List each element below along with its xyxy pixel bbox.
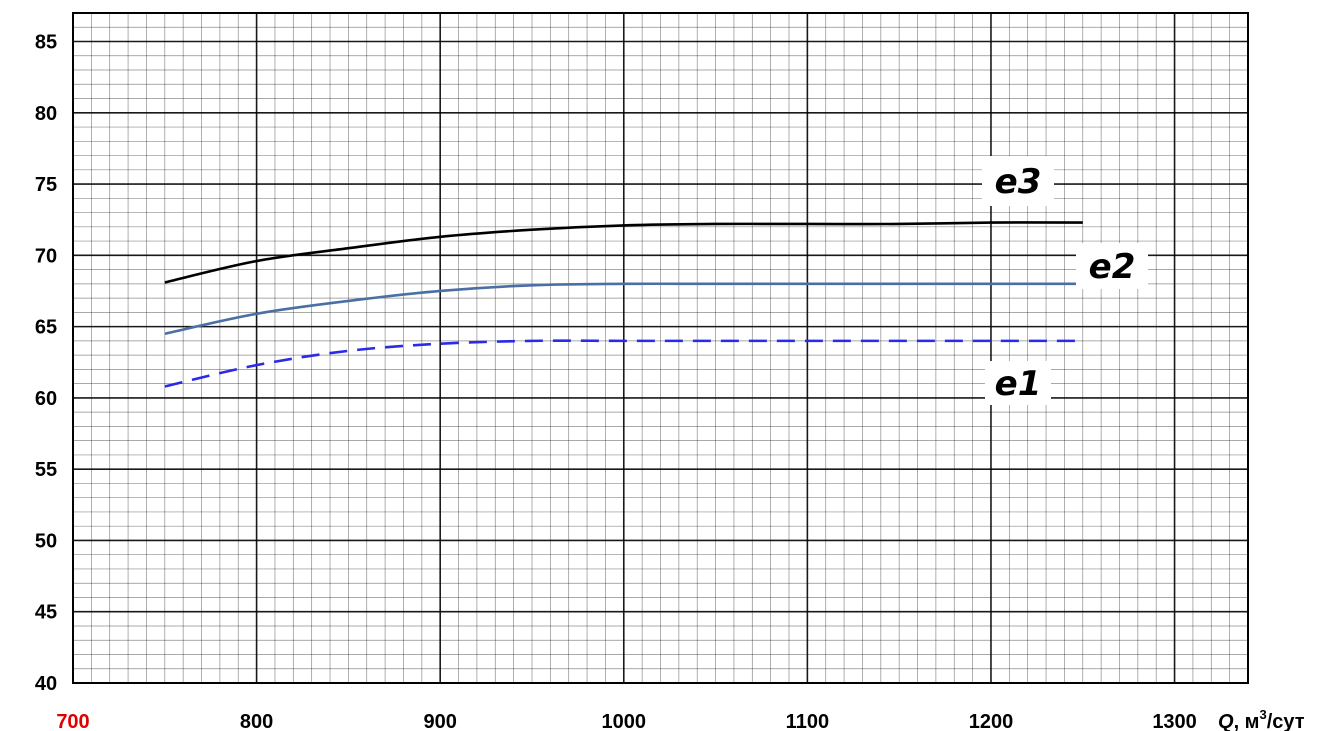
x-tick-label: 1300	[1152, 711, 1197, 731]
series-labels: e3 e2 e1	[982, 156, 1148, 405]
x-tick-label: 1100	[786, 711, 829, 731]
x-axis-symbol: Q	[1218, 711, 1234, 731]
y-tick-label: 75	[35, 174, 57, 196]
series-label-e3: e3	[995, 162, 1042, 202]
y-tick-label: 60	[35, 388, 57, 410]
x-tick-label: 1200	[969, 711, 1014, 731]
y-tick-label: 50	[35, 530, 57, 552]
chart-series-group	[164, 221, 1083, 388]
y-axis-tick-labels: 40 45 50 55 60 65 70 75 80 85	[35, 32, 57, 695]
series-label-e2: e2	[1089, 247, 1136, 287]
x-tick-label: 800	[240, 711, 273, 731]
plot-frame	[72, 12, 1249, 684]
x-axis-tick-labels: 700 800 900 1000 1100 1200 1300	[56, 711, 1197, 731]
series-line-e2	[164, 282, 1083, 336]
y-tick-label: 85	[35, 32, 57, 54]
x-axis-unit-superscript: 3	[1259, 707, 1266, 722]
x-tick-label: 700	[56, 711, 89, 731]
x-axis-unit: , м	[1234, 711, 1260, 731]
y-tick-label: 65	[35, 317, 57, 339]
series-line-e1	[164, 339, 1083, 388]
y-tick-label: 55	[35, 459, 57, 481]
series-label-e1: e1	[995, 364, 1042, 404]
chart-grid	[72, 12, 1249, 684]
x-tick-label: 900	[424, 711, 457, 731]
x-tick-label: 1000	[602, 711, 647, 731]
series-label-background	[985, 361, 1051, 405]
y-tick-label: 80	[35, 103, 57, 125]
y-tick-label: 40	[35, 673, 57, 695]
series-line-e3	[164, 221, 1083, 284]
y-tick-label: 45	[35, 602, 57, 624]
series-label-background	[982, 156, 1054, 206]
x-axis-unit-tail: /сут	[1267, 711, 1305, 731]
y-tick-label: 70	[35, 245, 57, 267]
x-axis-label: Q, м3/сут	[1218, 707, 1305, 731]
series-label-background	[1076, 243, 1148, 289]
